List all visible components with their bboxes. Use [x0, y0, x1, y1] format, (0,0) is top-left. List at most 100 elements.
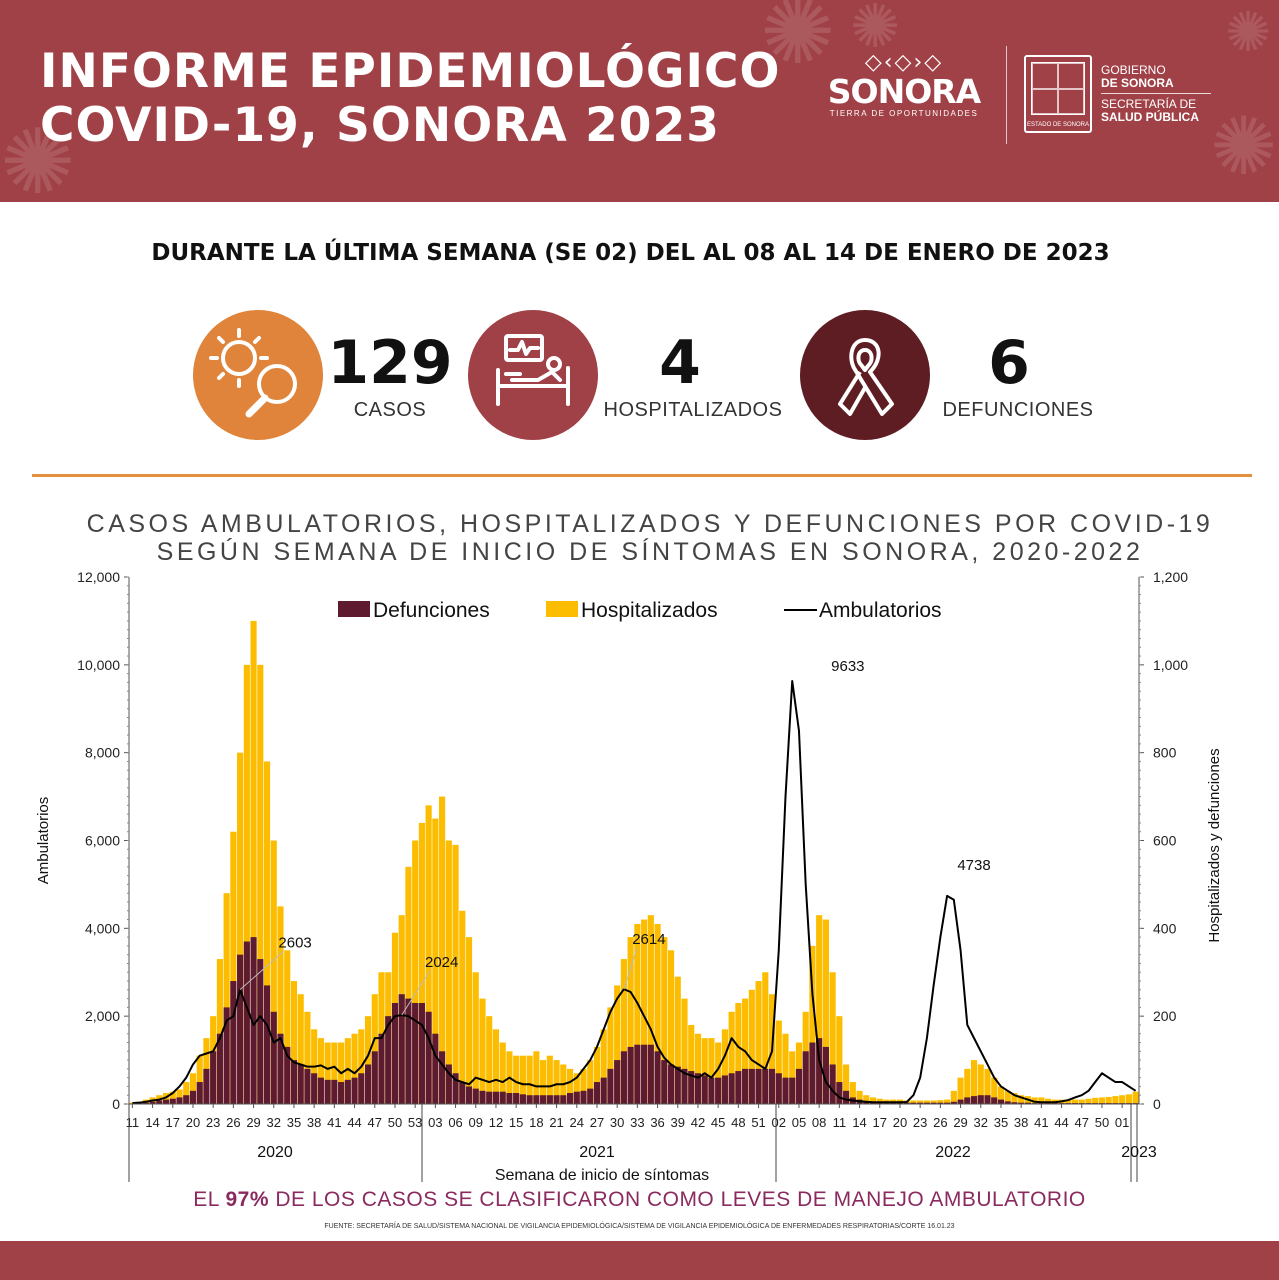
state-shield-icon: ESTADO DE SONORA	[1024, 55, 1092, 133]
defunciones-bar	[465, 1086, 473, 1104]
legend-swatch-defunciones	[338, 601, 370, 617]
hospitalizados-bar	[290, 981, 298, 1104]
hospitalizados-bar	[654, 923, 661, 1104]
defunciones-bar	[822, 1046, 829, 1104]
x-tick-label: 32	[974, 1115, 988, 1130]
x-tick-label: 20	[186, 1115, 200, 1130]
hospitalized-icon-circle	[468, 310, 598, 440]
hospitalizados-bar	[452, 844, 459, 1104]
legend-label-ambulatorios: Ambulatorios	[819, 599, 942, 622]
hospitalizados-bar	[533, 1051, 540, 1104]
x-tick-label: 18	[529, 1115, 543, 1130]
defunciones-bar	[681, 1068, 688, 1104]
logo-divider	[1006, 46, 1007, 144]
x-tick-label: 02	[772, 1115, 786, 1130]
hospitalizados-bar	[843, 1064, 850, 1104]
hospitalizados-bar	[580, 1068, 587, 1104]
hospitalizados-bar	[216, 959, 223, 1104]
defunciones-bar	[304, 1068, 311, 1104]
defunciones-bar	[970, 1096, 978, 1104]
x-tick-label: 50	[1095, 1115, 1109, 1130]
hospitalizados-bar	[553, 1060, 560, 1104]
x-tick-label: 29	[953, 1115, 967, 1130]
week-title: DURANTE LA ÚLTIMA SEMANA (SE 02) DEL AL …	[151, 240, 1110, 266]
hospitalizados-bar	[196, 1055, 203, 1104]
defunciones-bar	[600, 1077, 607, 1104]
hospitalizados-bar	[573, 1073, 580, 1104]
hospitalizados-bar	[991, 1077, 998, 1104]
legend-label-defunciones: Defunciones	[373, 599, 490, 622]
y-left-tick-label: 10,000	[77, 657, 120, 673]
annotation-label: 2603	[278, 935, 311, 952]
hospitalizados-bar	[492, 1029, 500, 1104]
defunciones-bar	[459, 1082, 466, 1104]
hospitalizados-bar	[1105, 1096, 1112, 1104]
defunciones-bar	[715, 1077, 722, 1104]
defunciones-bar	[216, 1033, 223, 1104]
x-tick-label: 33	[630, 1115, 644, 1130]
hospitalizados-bar	[189, 1073, 197, 1104]
hospitalizados-bar	[997, 1086, 1005, 1104]
defunciones-bar	[331, 1079, 338, 1104]
hospitalizados-bar	[1018, 1095, 1025, 1104]
shield-label: ESTADO DE SONORA	[1027, 122, 1089, 128]
hospitalizados-bar	[1011, 1093, 1018, 1104]
hospitalizados-bar	[728, 1011, 735, 1104]
hospitalizados-bar	[977, 1064, 984, 1104]
defunciones-bar	[789, 1077, 796, 1104]
x-tick-label: 51	[751, 1115, 765, 1130]
defunciones-bar	[351, 1077, 358, 1104]
hospitalizados-bar	[351, 1033, 358, 1104]
defunciones-bar	[297, 1064, 304, 1104]
hospitalizados-bar	[324, 1042, 331, 1104]
defunciones-bar	[937, 1102, 944, 1104]
defunciones-bar	[311, 1073, 318, 1104]
x-tick-label: 45	[711, 1115, 725, 1130]
defunciones-bar	[230, 981, 237, 1104]
hospitalizados-bar	[634, 923, 641, 1104]
hospitalizados-bar	[661, 937, 668, 1104]
year-label: 2022	[935, 1144, 971, 1161]
hospitalizados-bar	[257, 664, 264, 1104]
hospitalizados-bar	[782, 1033, 789, 1104]
x-tick-label: 27	[590, 1115, 604, 1130]
x-tick-label: 41	[327, 1115, 341, 1130]
summary-percentage: 97%	[225, 1188, 270, 1211]
hospitalizados-bar	[432, 818, 439, 1104]
gov-line3: SECRETARÍA DE	[1101, 97, 1197, 111]
x-tick-label: 17	[166, 1115, 180, 1130]
hospitalizados-bar	[715, 1042, 722, 1104]
cases-icon-circle	[193, 310, 323, 440]
x-tick-label: 23	[913, 1115, 927, 1130]
defunciones-bar	[910, 1102, 917, 1104]
defunciones-bar	[721, 1075, 728, 1104]
gov-line4: SALUD PÚBLICA	[1101, 110, 1199, 124]
defunciones-bar	[977, 1095, 984, 1104]
hospitalizados-bar	[284, 950, 291, 1104]
defunciones-bar	[183, 1095, 190, 1104]
defunciones-bar	[412, 1002, 419, 1104]
defunciones-bar	[923, 1102, 930, 1104]
defunciones-bar	[223, 1007, 230, 1104]
defunciones-bar	[735, 1071, 742, 1104]
hospitalizados-bar	[735, 1002, 742, 1104]
logo-tagline: TIERRA DE OPORTUNIDADES	[829, 109, 979, 118]
defunciones-bar	[432, 1033, 439, 1104]
x-tick-label: 15	[509, 1115, 523, 1130]
x-tick-label: 09	[469, 1115, 483, 1130]
x-tick-label: 47	[1075, 1115, 1089, 1130]
hospitalizados-bar	[1038, 1097, 1045, 1104]
defunciones-bar	[802, 1051, 809, 1104]
hospitalizados-bar	[620, 959, 627, 1104]
defunciones-bar	[708, 1077, 715, 1104]
virus-decoration-icon: ✺	[1225, 0, 1272, 64]
defunciones-bar	[317, 1077, 324, 1104]
hospitalizados-bar	[371, 994, 378, 1104]
x-tick-label: 17	[873, 1115, 887, 1130]
legend-label-hospitalizados: Hospitalizados	[581, 599, 718, 622]
legend-swatch-hospitalizados	[546, 601, 578, 617]
hospitalizados-bar	[587, 1060, 594, 1104]
hospitalizados-bar	[223, 893, 230, 1104]
defunciones-bar	[607, 1068, 614, 1104]
defunciones-bar	[587, 1088, 594, 1104]
